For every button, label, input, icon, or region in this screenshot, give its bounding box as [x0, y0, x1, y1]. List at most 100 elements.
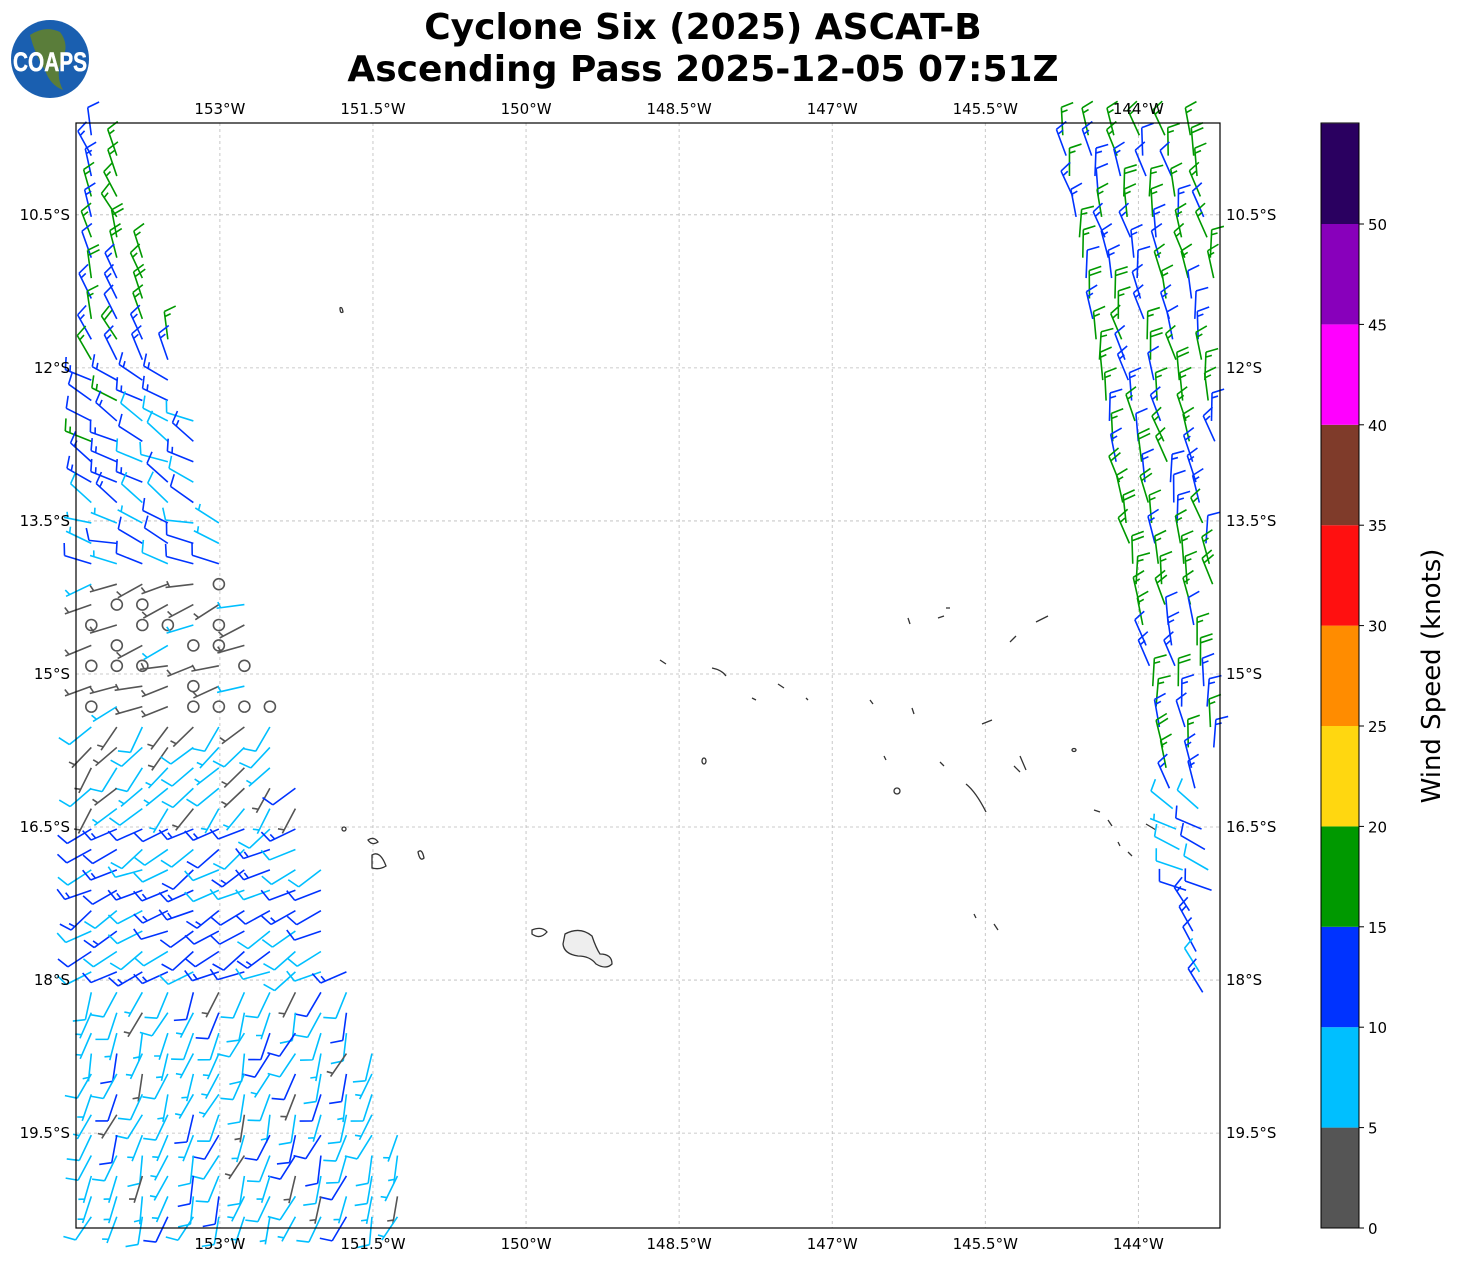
wind-barb — [198, 1093, 220, 1118]
wind-barb — [201, 1216, 220, 1248]
wind-barb-calm — [110, 598, 124, 611]
wind-barb — [76, 325, 93, 361]
wind-barb — [1149, 813, 1177, 830]
wind-barb — [1085, 284, 1098, 320]
wind-barb — [326, 1155, 348, 1184]
wind-barb — [1195, 325, 1208, 360]
wind-barb — [247, 1094, 271, 1122]
wind-barb — [277, 1216, 297, 1242]
wind-barb — [1164, 324, 1177, 361]
wind-barb — [56, 888, 92, 901]
wind-barb — [146, 410, 169, 442]
wind-barb — [104, 243, 118, 279]
wind-barb — [115, 377, 143, 402]
wind-barb-calm — [161, 618, 175, 632]
wind-barb — [354, 1114, 373, 1141]
wind-barb — [92, 787, 118, 806]
lon-tick-top: 150°W — [501, 100, 552, 118]
lat-tick-right: 16.5°S — [1226, 818, 1276, 836]
wind-barb — [1210, 388, 1225, 421]
wind-barb — [305, 1155, 322, 1187]
wind-barb — [1125, 386, 1137, 422]
wind-barb — [216, 685, 245, 694]
wind-barb — [1179, 366, 1192, 401]
wind-barb — [1148, 489, 1162, 524]
wind-barb — [82, 950, 118, 968]
lon-tick-bottom: 148.5°W — [646, 1235, 711, 1253]
wind-barb — [107, 909, 143, 925]
wind-barb — [1153, 823, 1180, 851]
wind-barb — [151, 1196, 169, 1223]
wind-barb — [1131, 530, 1145, 564]
wind-barb — [261, 869, 296, 886]
wind-barb — [90, 1073, 118, 1100]
wind-barb — [161, 787, 194, 809]
lon-tick-bottom: 147°W — [807, 1235, 858, 1253]
wind-barb — [1203, 366, 1217, 401]
wind-barb — [1139, 467, 1153, 503]
wind-barb — [165, 522, 194, 545]
wind-barb — [172, 808, 194, 831]
colorbar-tick: 5 — [1368, 1120, 1378, 1138]
wind-barb — [245, 767, 271, 787]
wind-barb — [154, 1032, 169, 1061]
wind-barb — [166, 665, 194, 677]
wind-barb — [218, 624, 245, 639]
coaps-logo: COAPS — [11, 20, 89, 98]
colorbar-tick: 45 — [1368, 316, 1387, 334]
wind-barb — [97, 726, 118, 751]
wind-barb — [147, 746, 169, 771]
wind-barb — [192, 1134, 220, 1161]
lon-tick-bottom: 145.5°W — [953, 1235, 1018, 1253]
wind-barb — [152, 1134, 169, 1162]
wind-barb — [58, 787, 92, 808]
wind-barb — [388, 1155, 399, 1184]
wind-barb — [1183, 843, 1209, 871]
wind-barb — [129, 243, 144, 279]
wind-barb — [143, 1114, 169, 1141]
wind-barb — [236, 930, 271, 950]
wind-barb — [144, 992, 169, 1019]
wind-barb — [1140, 122, 1154, 156]
wind-barb — [330, 1033, 348, 1065]
wind-barb-calm — [263, 700, 277, 713]
wind-barb — [103, 325, 118, 361]
wind-barb — [1167, 122, 1181, 156]
wind-barb — [267, 1053, 297, 1078]
wind-barb — [95, 390, 118, 422]
wind-barb — [212, 848, 245, 870]
wind-barb — [1078, 205, 1095, 238]
wind-barb — [103, 284, 118, 320]
wind-barb — [231, 1134, 246, 1163]
wind-barb — [90, 991, 118, 1018]
wind-barb — [75, 1012, 93, 1039]
wind-barb — [99, 1135, 118, 1166]
wind-barb — [1085, 245, 1100, 279]
svg-text:COAPS: COAPS — [13, 47, 87, 77]
wind-barb — [1173, 222, 1186, 258]
wind-barb — [146, 451, 169, 483]
colorbar-label: Wind Speed (knots) — [1417, 549, 1447, 804]
wind-barb — [1146, 306, 1161, 340]
wind-barb — [260, 889, 296, 901]
wind-barb — [238, 746, 271, 769]
wind-barb — [200, 808, 220, 834]
wind-barb — [243, 726, 271, 752]
wind-barb — [1196, 306, 1210, 340]
wind-barb — [110, 746, 143, 768]
wind-barb — [86, 101, 100, 136]
wind-barb-calm — [187, 700, 200, 713]
wind-barb-calm — [238, 700, 251, 713]
wind-barb — [323, 1134, 348, 1162]
wind-barb — [246, 1155, 271, 1183]
wind-barb — [1166, 611, 1180, 646]
wind-barb — [1177, 653, 1191, 687]
wind-barb — [1208, 693, 1222, 728]
wind-barb — [227, 1175, 246, 1207]
wind-barb — [118, 787, 143, 807]
gridlines — [76, 123, 1220, 1228]
wind-barb — [66, 455, 92, 483]
wind-barbs — [56, 100, 1229, 1249]
colorbar-bin — [1321, 1127, 1359, 1228]
wind-barb — [211, 869, 245, 888]
